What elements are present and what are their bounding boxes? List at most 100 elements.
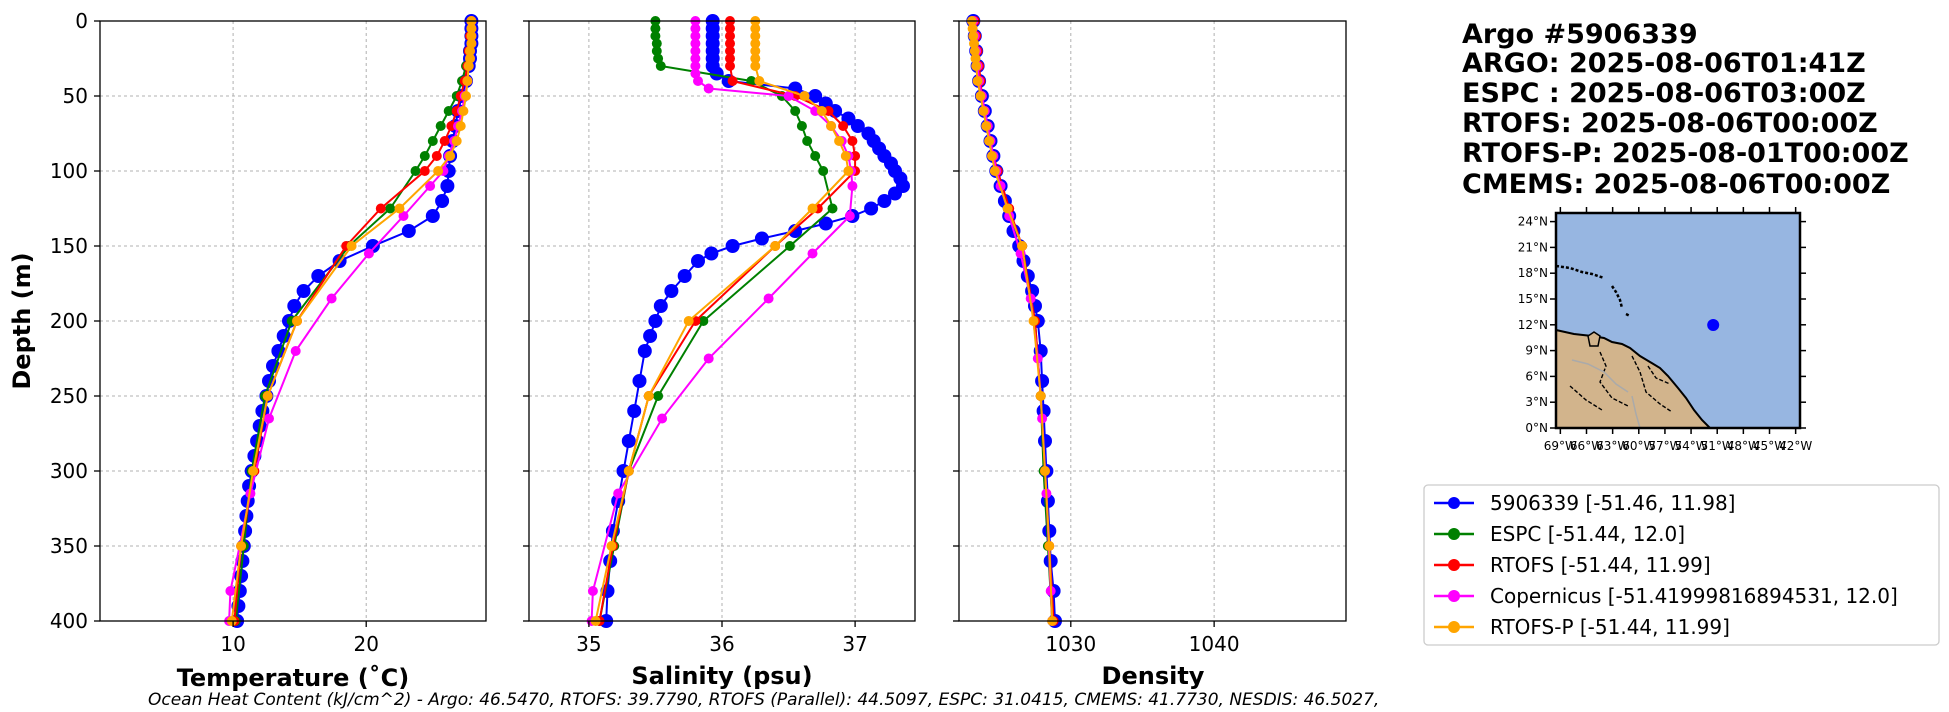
data-point-5906339-170: [311, 269, 326, 283]
data-point-copernicus-380: [587, 586, 598, 596]
data-point-rtofs-p-200: [292, 316, 302, 326]
data-point-espc-200: [698, 316, 709, 326]
data-point-copernicus-220: [290, 346, 301, 356]
ocean-heat-content-footer: Ocean Heat Content (kJ/cm^2) - Argo: 46.…: [148, 690, 1379, 710]
x-tick-label-1040: 1040: [1189, 632, 1240, 656]
data-point-rtofs-p-150: [346, 241, 357, 251]
map-caribbean-islands: [1555, 264, 1631, 318]
x-tick-label-37: 37: [842, 632, 867, 656]
legend-label-rtofs: RTOFS [-51.44, 11.99]: [1490, 553, 1711, 577]
data-point-rtofs-p-350: [1044, 541, 1055, 551]
legend-entries: 5906339 [-51.46, 11.98] ESPC [-51.44, 12.…: [1434, 491, 1898, 639]
series-line-rtofs-p: [230, 21, 473, 622]
data-point-rtofs-p-50: [975, 91, 986, 101]
y-tick-label-150: 150: [50, 234, 88, 258]
data-point-rtofs-p-5: [750, 23, 761, 34]
header-espc-time: ESPC : 2025-08-06T03:00Z: [1462, 78, 1866, 109]
data-point-copernicus-110: [425, 181, 436, 191]
data-point-espc-60: [443, 106, 454, 116]
map-lat-label-21: 21°N: [1518, 240, 1548, 254]
data-point-rtofs-p-15: [969, 38, 979, 49]
map-lon-label-48: 48°W: [1727, 439, 1760, 453]
x-tick-label-20: 20: [353, 632, 378, 656]
data-point-rtofs-90: [431, 151, 442, 161]
data-point-5906339-35: [709, 66, 724, 81]
y-tick-label-300: 300: [50, 459, 88, 483]
data-point-5906339-135: [818, 216, 833, 231]
data-point-5906339-280: [1038, 434, 1052, 448]
data-point-rtofs-p-20: [465, 46, 475, 56]
map-lon-label-60: 60°W: [1622, 439, 1655, 453]
data-point-rtofs-p-20: [750, 46, 761, 56]
data-point-copernicus-110: [847, 181, 858, 191]
density-x-label: Density: [1102, 662, 1205, 690]
y-tick-label-350: 350: [50, 534, 88, 558]
legend-label-5906339: 5906339 [-51.46, 11.98]: [1490, 491, 1735, 515]
data-point-rtofs-p-50: [461, 91, 471, 101]
data-point-espc-70: [435, 121, 446, 131]
y-tick-label-100: 100: [50, 159, 88, 183]
legend-marker-rtofs: [1448, 559, 1460, 571]
data-point-5906339-240: [1035, 374, 1050, 388]
data-point-rtofs-p-5: [967, 23, 978, 34]
temperature-panel: 0 50 100 150 200 250 300 350 400 10 20 Temperature…: [8, 9, 487, 692]
map-lat-label-0: 0°N: [1525, 421, 1548, 435]
map-lat-label-9: 9°N: [1525, 344, 1548, 358]
temperature-grid: [100, 20, 486, 622]
data-point-rtofs-p-40: [462, 76, 473, 86]
data-point-5906339-140: [788, 224, 803, 238]
data-point-espc-125: [827, 203, 838, 214]
header-rtofs-time: RTOFS: 2025-08-06T00:00Z: [1462, 108, 1878, 139]
data-point-copernicus-15: [690, 38, 701, 49]
map-ticks: 24°N 21°N 18°N 15°N 12°N 9°N 6°N 3°N 0°N 69°W66°W…: [1518, 207, 1812, 453]
data-point-copernicus-130: [844, 211, 855, 221]
data-point-5906339-240: [632, 374, 647, 388]
temperature-ticks: 0 50 100 150 200 250 300 350 400 10 20: [50, 9, 379, 656]
data-point-rtofs-p-5: [466, 23, 477, 34]
map-lat-label-18: 18°N: [1518, 266, 1548, 280]
data-point-espc-100: [818, 166, 829, 176]
data-point-5906339-120: [877, 194, 892, 208]
data-point-rtofs-p-250: [643, 391, 654, 401]
data-point-rtofs-p-150: [770, 241, 781, 251]
legend-box: [1423, 484, 1940, 646]
data-point-rtofs-p-70: [455, 121, 466, 131]
data-point-espc-70: [796, 121, 807, 131]
header-argo-id: Argo #5906339: [1462, 19, 1698, 50]
data-point-espc-10: [650, 31, 661, 41]
map-lat-label-3: 3°N: [1525, 395, 1548, 409]
data-point-rtofs-p-200: [683, 316, 694, 326]
map-south-america-land: [1555, 328, 1713, 429]
header-argo-time: ARGO: 2025-08-06T01:41Z: [1462, 48, 1866, 79]
y-tick-label-50: 50: [63, 84, 88, 108]
data-point-copernicus-30: [690, 61, 701, 71]
data-point-rtofs-p-20: [969, 46, 980, 56]
data-point-rtofs-p-300: [623, 466, 634, 476]
header-block: Argo #5906339 ARGO: 2025-08-06T01:41Z ES…: [1462, 19, 1909, 200]
y-tick-label-250: 250: [50, 384, 88, 408]
data-point-espc-30: [655, 61, 666, 71]
data-point-rtofs-30: [725, 61, 735, 71]
data-point-espc-80: [427, 136, 438, 146]
data-point-rtofs-p-15: [750, 38, 761, 49]
data-point-5906339-200: [648, 314, 663, 328]
data-point-rtofs-p-350: [606, 541, 617, 551]
header-cmems-time: CMEMS: 2025-08-06T00:00Z: [1462, 169, 1890, 200]
data-point-copernicus-225: [703, 353, 714, 364]
data-point-rtofs-p-50: [799, 91, 810, 101]
data-point-copernicus-35: [690, 68, 701, 79]
legend-marker-5906339: [1448, 497, 1460, 509]
salinity-x-label: Salinity (psu): [631, 662, 812, 690]
legend-marker-rtofs-p: [1448, 621, 1460, 633]
data-point-rtofs-15: [725, 38, 735, 49]
series-line-copernicus: [228, 21, 473, 622]
data-point-rtofs-p-300: [1040, 466, 1050, 476]
salinity-ticks: 35 36 37: [523, 20, 868, 656]
data-point-rtofs-p-100: [843, 166, 854, 176]
data-point-espc-60: [790, 106, 801, 116]
data-point-rtofs-125: [375, 203, 386, 214]
legend-label-rtofs-p: RTOFS-P [-51.44, 11.99]: [1490, 615, 1730, 639]
data-point-rtofs-p-125: [807, 203, 818, 214]
data-point-5906339-50: [808, 89, 823, 103]
data-point-rtofs-p-40: [972, 76, 983, 86]
